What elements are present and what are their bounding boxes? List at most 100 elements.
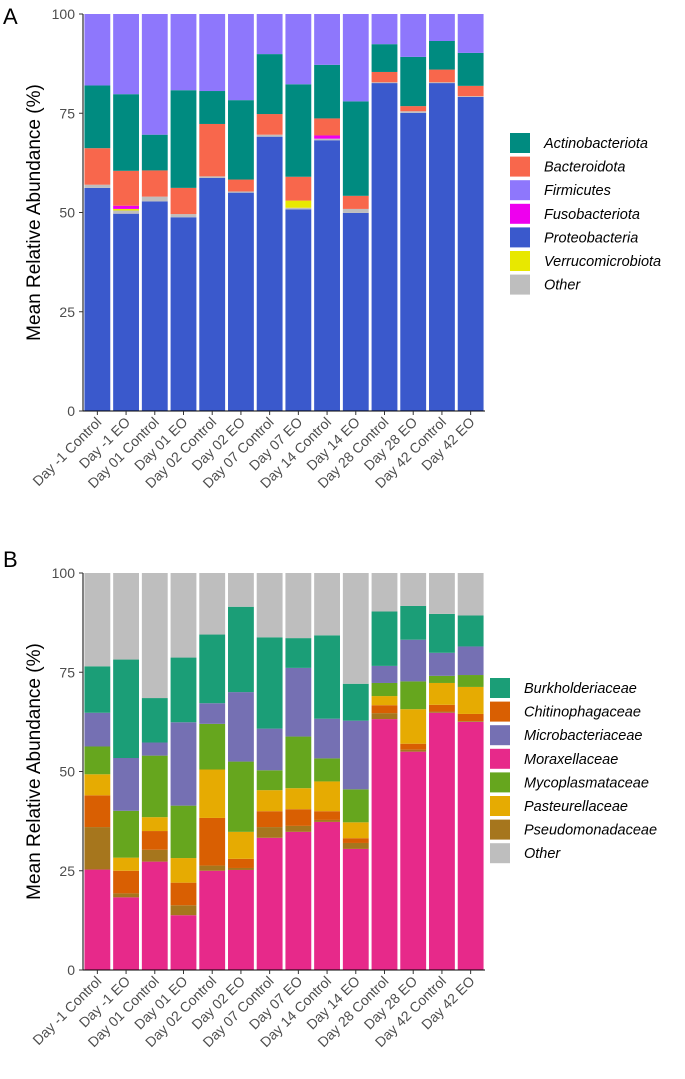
bars bbox=[84, 14, 484, 412]
bar-segment-pasteurellaceae-day-14-control bbox=[314, 781, 340, 812]
bar-segment-pseudomonadaceae-day-14-eo bbox=[342, 842, 369, 849]
bar-segment-mycoplasmataceae-day-14-eo bbox=[342, 789, 369, 823]
legend-label-fusobacteriota: Fusobacteriota bbox=[544, 207, 640, 223]
legend-label-bacteroidota: Bacteroidota bbox=[544, 160, 625, 176]
bar-segment-other-day-1-eo bbox=[113, 210, 139, 214]
legend-label-mycoplasmataceae: Mycoplasmataceae bbox=[524, 775, 649, 791]
legend-label-firmicutes: Firmicutes bbox=[544, 183, 611, 199]
bar-segment-microbacteriaceae-day-1-control bbox=[84, 712, 111, 747]
legend-swatch-bacteroidota bbox=[510, 156, 530, 177]
bar-segment-microbacteriaceae-day-42-eo bbox=[457, 646, 484, 676]
bar-segment-mycoplasmataceae-day-02-control bbox=[199, 723, 226, 770]
bar-segment-other-day-1-eo bbox=[113, 573, 139, 660]
legend-label-burkholderiaceae: Burkholderiaceae bbox=[524, 681, 637, 697]
bar-segment-firmicutes-day-01-control bbox=[141, 14, 168, 135]
bar-segment-microbacteriaceae-day-1-eo bbox=[113, 758, 139, 811]
chart-panel-a: Mean Relative Abundance (%)0255075100Day… bbox=[24, 6, 661, 491]
y-tick-label: 75 bbox=[59, 664, 75, 680]
legend: Burkholderiaceae Chitinophagaceae Microbac… bbox=[490, 678, 657, 864]
bar-segment-other-day-1-control bbox=[84, 184, 111, 188]
bar-segment-verrucomicrobiota-day-07-eo bbox=[285, 200, 312, 208]
bar-segment-actinobacteriota-day-01-control bbox=[141, 134, 168, 171]
legend-label-proteobacteria: Proteobacteria bbox=[544, 230, 638, 246]
bar-segment-pasteurellaceae-day-1-eo bbox=[113, 857, 139, 871]
bar-segment-moraxellaceae-day-1-eo bbox=[113, 897, 139, 970]
bar-segment-other-day-01-eo bbox=[170, 214, 197, 218]
bar-segment-bacteroidota-day-28-control bbox=[371, 71, 398, 83]
bar-segment-actinobacteriota-day-1-control bbox=[84, 85, 111, 149]
bar-segment-other-day-14-control bbox=[314, 573, 340, 636]
bar-segment-pseudomonadaceae-day-02-eo bbox=[228, 867, 254, 870]
bar-segment-actinobacteriota-day-02-control bbox=[199, 91, 226, 124]
bar-segment-burkholderiaceae-day-07-eo bbox=[285, 638, 312, 668]
bar-segment-bacteroidota-day-42-control bbox=[429, 69, 455, 83]
bar-segment-other-day-28-eo bbox=[400, 111, 427, 113]
bar-segment-burkholderiaceae-day-02-control bbox=[199, 634, 226, 704]
bar-segment-firmicutes-day-42-eo bbox=[457, 14, 484, 53]
chart-panel-b: Mean Relative Abundance (%)0255075100Day… bbox=[24, 565, 657, 1050]
bar-segment-burkholderiaceae-day-01-control bbox=[141, 698, 168, 743]
bar-segment-pasteurellaceae-day-28-eo bbox=[400, 709, 427, 744]
bar-segment-chitinophagaceae-day-42-eo bbox=[457, 713, 484, 722]
bar-segment-other-day-02-eo bbox=[228, 191, 254, 193]
bar-segment-pseudomonadaceae-day-42-eo bbox=[457, 721, 484, 722]
legend-swatch-actinobacteriota bbox=[510, 133, 530, 153]
bar-segment-chitinophagaceae-day-02-control bbox=[199, 817, 226, 866]
bar-segment-chitinophagaceae-day-02-eo bbox=[228, 858, 254, 868]
bar-segment-other-day-01-eo bbox=[170, 573, 197, 658]
y-axis-title: Mean Relative Abundance (%) bbox=[24, 84, 45, 341]
bar-segment-moraxellaceae-day-07-eo bbox=[285, 831, 312, 970]
bar-segment-moraxellaceae-day-42-control bbox=[429, 712, 455, 970]
bar-segment-other-day-42-control bbox=[429, 82, 455, 84]
bar-segment-mycoplasmataceae-day-42-eo bbox=[457, 675, 484, 687]
bar-segment-bacteroidota-day-02-control bbox=[199, 123, 226, 177]
legend-label-actinobacteriota: Actinobacteriota bbox=[543, 136, 648, 152]
panel-label-b: B bbox=[3, 547, 18, 572]
y-tick-label: 50 bbox=[59, 764, 75, 780]
bar-segment-burkholderiaceae-day-07-control bbox=[256, 637, 283, 729]
bar-segment-chitinophagaceae-day-01-control bbox=[141, 831, 168, 850]
bar-segment-actinobacteriota-day-1-eo bbox=[113, 94, 139, 171]
y-tick-label: 25 bbox=[59, 863, 75, 879]
bar-segment-bacteroidota-day-14-eo bbox=[342, 195, 369, 209]
bar-segment-pasteurellaceae-day-14-eo bbox=[342, 822, 369, 839]
bar-segment-firmicutes-day-1-eo bbox=[113, 14, 139, 95]
bar-segment-chitinophagaceae-day-28-control bbox=[371, 705, 398, 714]
bar-segment-chitinophagaceae-day-1-eo bbox=[113, 870, 139, 894]
bar-segment-mycoplasmataceae-day-07-eo bbox=[285, 736, 312, 789]
bar-segment-chitinophagaceae-day-07-control bbox=[256, 811, 283, 828]
bar-segment-moraxellaceae-day-42-eo bbox=[457, 721, 484, 971]
bar-segment-chitinophagaceae-day-14-eo bbox=[342, 838, 369, 843]
bar-segment-chitinophagaceae-day-01-eo bbox=[170, 882, 197, 906]
bar-segment-other-day-42-eo bbox=[457, 573, 484, 616]
bar-segment-proteobacteria-day-28-control bbox=[371, 83, 398, 411]
bar-segment-bacteroidota-day-14-control bbox=[314, 118, 340, 136]
bar-segment-moraxellaceae-day-01-control bbox=[141, 861, 168, 970]
bar-segment-mycoplasmataceae-day-01-control bbox=[141, 755, 168, 818]
bar-segment-other-day-42-eo bbox=[457, 96, 484, 97]
bar-segment-microbacteriaceae-day-07-control bbox=[256, 728, 283, 771]
bar-segment-pseudomonadaceae-day-02-control bbox=[199, 865, 226, 871]
bar-segment-pseudomonadaceae-day-28-eo bbox=[400, 749, 427, 752]
bar-segment-other-day-07-control bbox=[256, 573, 283, 638]
bar-segment-pasteurellaceae-day-28-control bbox=[371, 696, 398, 706]
bar-segment-actinobacteriota-day-14-eo bbox=[342, 101, 369, 196]
bar-segment-pseudomonadaceae-day-14-control bbox=[314, 819, 340, 822]
bar-segment-microbacteriaceae-day-28-control bbox=[371, 665, 398, 683]
bar-segment-moraxellaceae-day-28-eo bbox=[400, 751, 427, 970]
bar-segment-other-day-42-control bbox=[429, 573, 455, 614]
bar-segment-mycoplasmataceae-day-02-eo bbox=[228, 761, 254, 832]
legend-label-microbacteriaceae: Microbacteriaceae bbox=[524, 728, 642, 744]
y-tick-label: 75 bbox=[59, 105, 75, 121]
bar-segment-actinobacteriota-day-42-eo bbox=[457, 52, 484, 86]
bar-segment-moraxellaceae-day-1-control bbox=[84, 869, 111, 970]
bar-segment-proteobacteria-day-14-control bbox=[314, 140, 340, 411]
bar-segment-microbacteriaceae-day-07-eo bbox=[285, 667, 312, 737]
bar-segment-microbacteriaceae-day-42-control bbox=[429, 652, 455, 676]
bar-segment-other-day-07-eo bbox=[285, 207, 312, 210]
bar-segment-microbacteriaceae-day-02-control bbox=[199, 703, 226, 724]
bar-segment-other-day-07-control bbox=[256, 134, 283, 137]
legend-swatch-proteobacteria bbox=[510, 227, 530, 248]
bar-segment-firmicutes-day-28-eo bbox=[400, 14, 427, 57]
